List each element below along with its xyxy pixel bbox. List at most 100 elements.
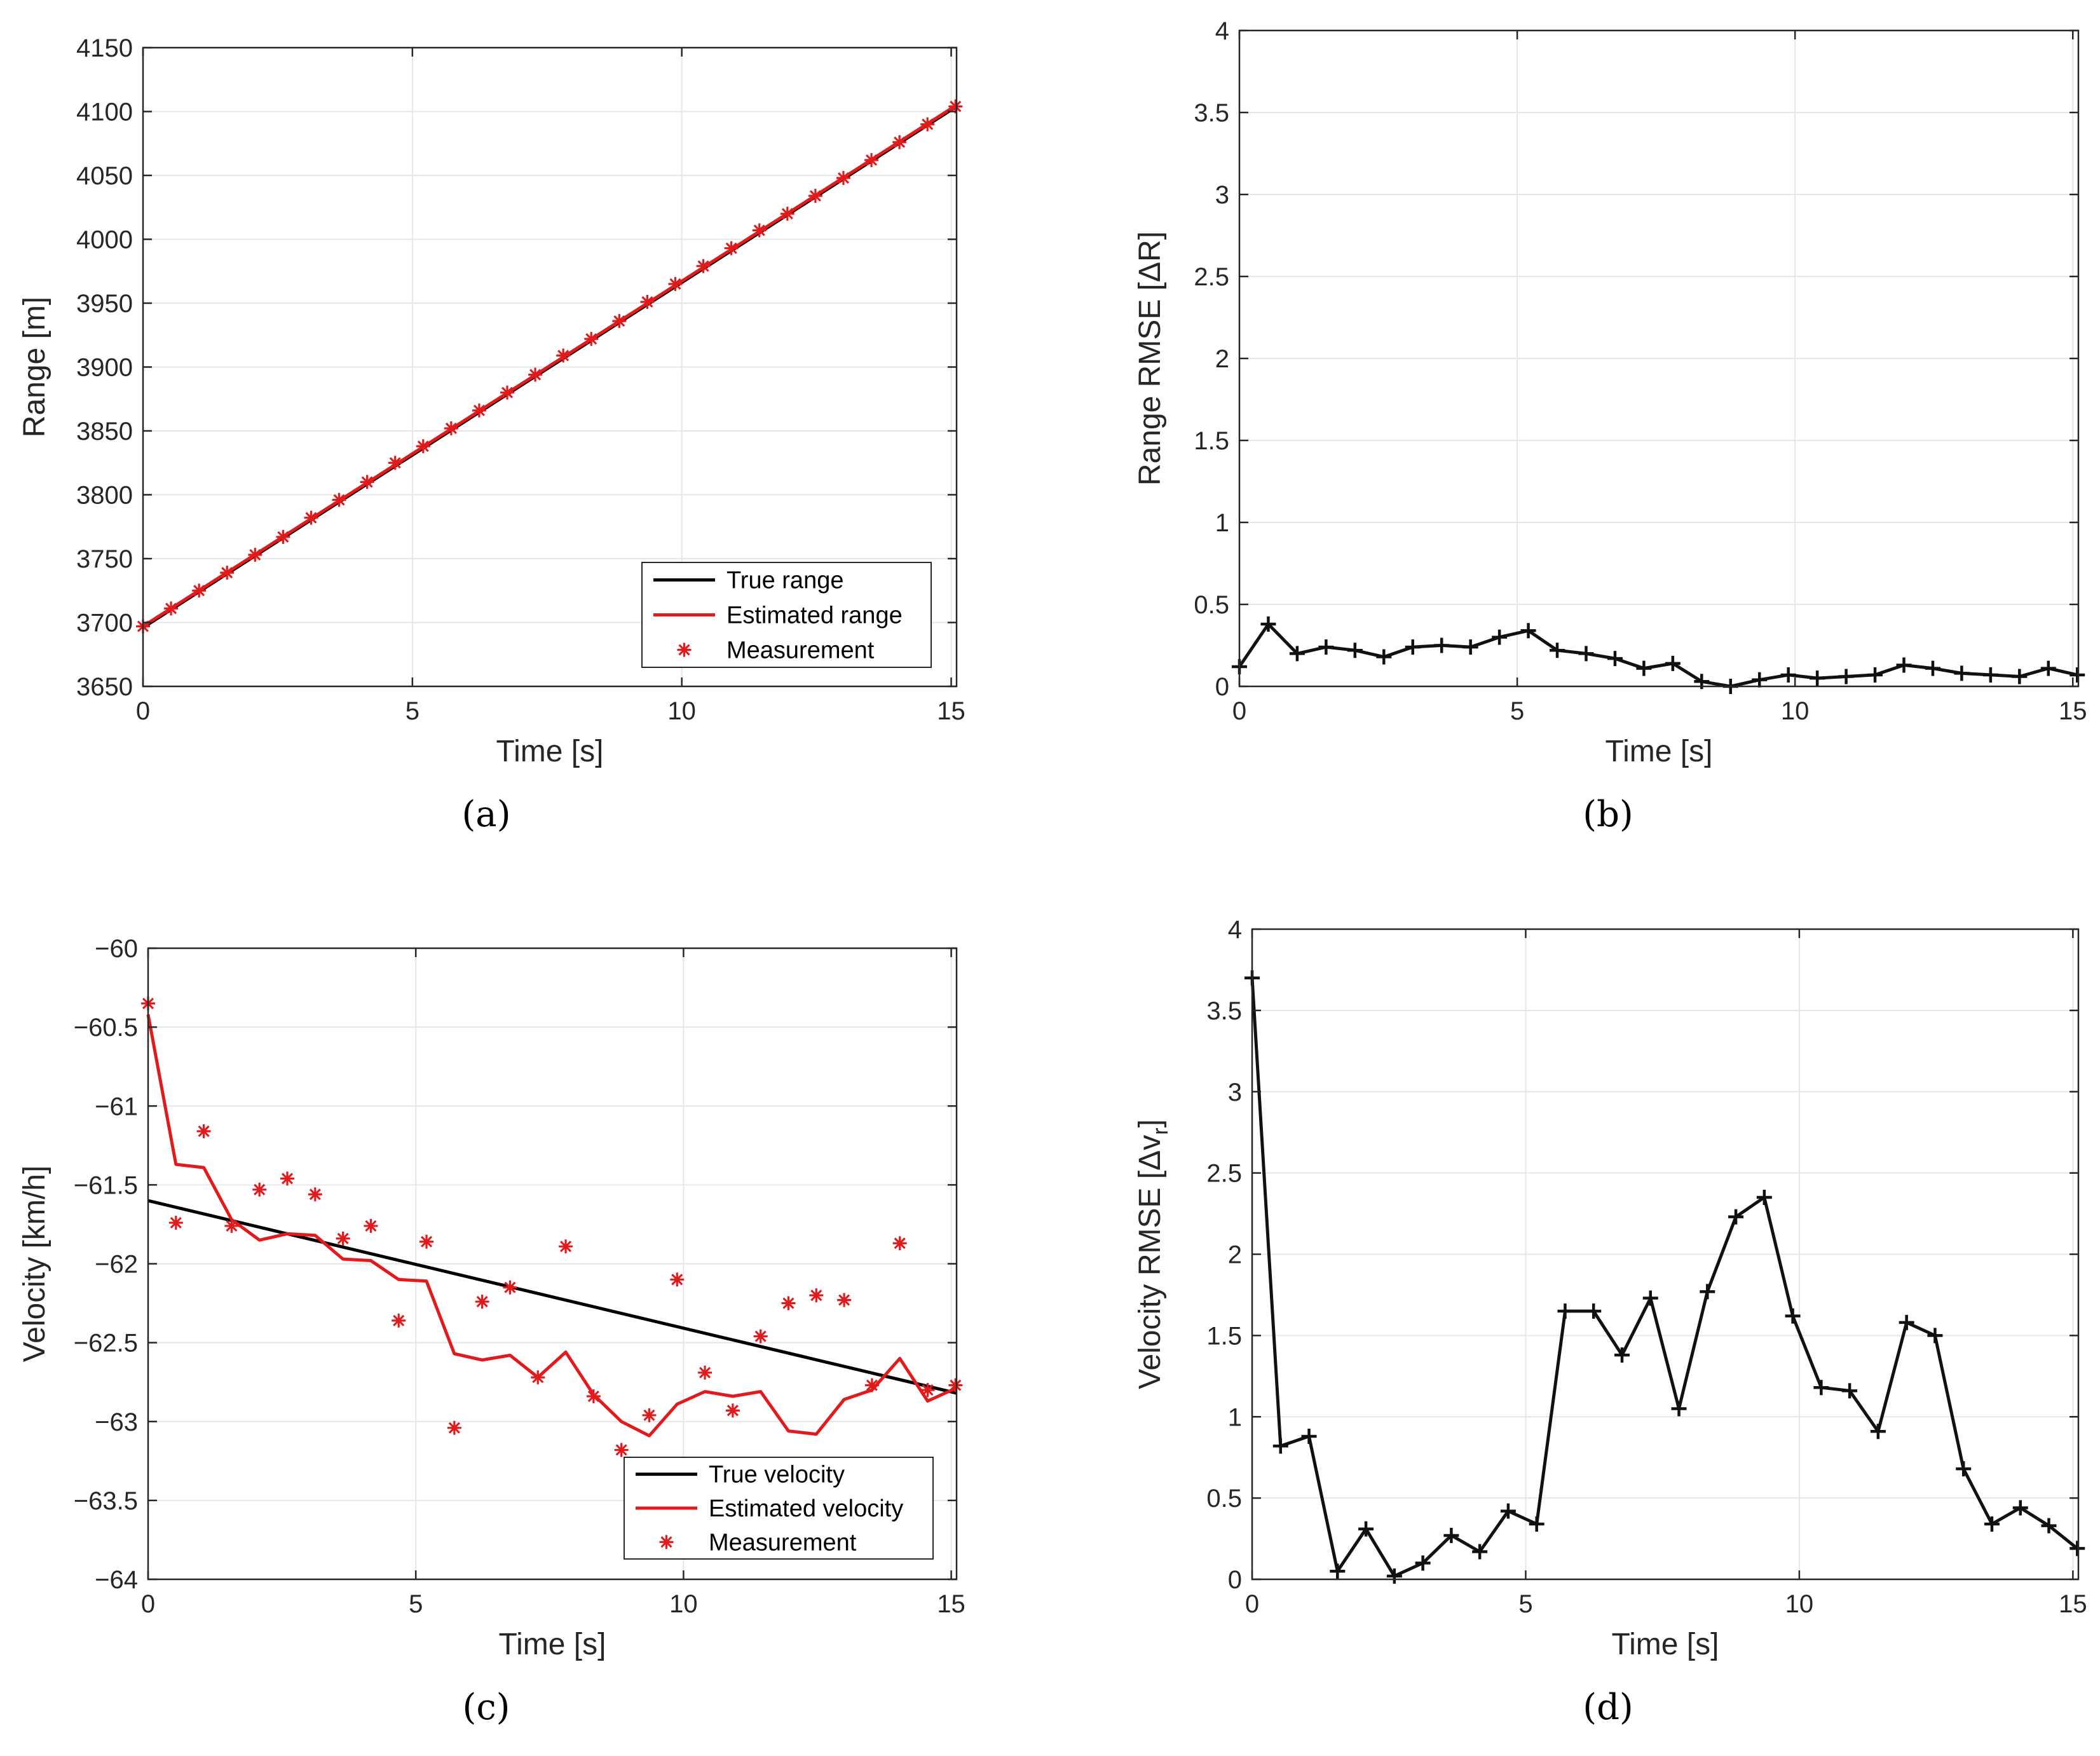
data-point [447,1420,461,1435]
data-point [252,1182,267,1197]
y-axis-label-subscript: r [1149,1127,1173,1134]
asterisk-stroke [529,369,542,381]
data-point [1272,1438,1288,1454]
data-point [1842,1383,1858,1399]
data-point [1927,1328,1943,1344]
y-axis-label: Velocity [km/h] [18,1166,51,1362]
asterisk-stroke [838,1294,850,1306]
x-tick-label: 15 [2059,1590,2087,1618]
chart-panel-d: 0 5 10 15 0 0.5 1 1.5 2 2.5 3 3.5 4 Time [s] Velocity … [1133,916,2087,1728]
asterisk-stroke [309,1188,321,1201]
asterisk-stroke [277,531,289,543]
data-point [1472,1544,1488,1560]
y-axis-label-main: Range [m] [18,297,51,437]
data-point [864,1378,879,1392]
data-point [725,1403,740,1418]
asterisk-stroke [417,440,429,453]
y-tick-label: 2 [1228,1241,1242,1269]
data-point [1925,660,1940,676]
y-tick-label: 3700 [76,609,133,637]
y-tick-label: 3900 [76,354,133,382]
data-point [948,1378,963,1392]
y-tick-label: 4000 [76,226,133,254]
data-point [1896,657,1912,673]
asterisk-stroke [615,1444,627,1456]
asterisk-stroke [221,567,233,579]
asterisk-stroke [782,1297,794,1309]
data-point [1956,1461,1972,1477]
series-line-estimated-velocity [146,1014,957,1438]
legend-entry-label: True range [726,568,843,594]
data-point [808,189,822,203]
legend-entry-label: Estimated range [726,602,903,629]
y-axis-label-close: ] [1133,1119,1167,1127]
asterisk-stroke [165,602,177,615]
chart-panel-c: 0 5 10 15 −64 −63.5 −63 −62.5 −62 −61.5 −61 −60.5 −6… [18,935,965,1728]
data-point [1415,1555,1431,1571]
data-point [1557,1303,1573,1319]
series-line-true-velocity [147,1199,957,1395]
data-point [1301,1428,1317,1444]
data-point [475,1295,489,1309]
y-tick-label: 2.5 [1206,1160,1242,1188]
legend: True range Estimated range Measurement [641,562,932,668]
y-tick-label: 3 [1215,181,1229,209]
y-tick-label: 3800 [76,482,133,510]
data-point [444,421,458,435]
legend: True velocity Estimated velocity Measureme… [624,1457,934,1560]
data-point [2041,1518,2057,1534]
data-point [1462,639,1478,655]
legend-swatch-marker [659,1535,674,1549]
y-tick-label: 4 [1215,17,1229,45]
asterisk-stroke [445,422,457,435]
asterisk-stroke [337,1232,349,1244]
y-tick-label: 3750 [76,545,133,573]
data-point [1838,669,1854,684]
asterisk-stroke [365,1220,377,1232]
data-point [1330,1563,1346,1579]
y-tick-label: −62.5 [74,1330,138,1358]
data-point [1529,1516,1544,1532]
asterisk-stroke [198,1125,210,1138]
data-point [196,1124,211,1138]
data-point [584,332,599,346]
y-axis-label-main: Velocity RMSE [Δv [1133,1135,1167,1389]
asterisk-stroke [725,242,737,254]
data-point [2012,1500,2028,1516]
data-point [332,493,346,507]
x-tick-label: 15 [937,1590,965,1618]
x-tick-label: 5 [1518,1590,1532,1618]
x-tick-label: 10 [1785,1590,1814,1618]
data-point [2069,1541,2085,1556]
series-line-velocity-rmse [1250,977,2078,1578]
data-point [892,135,907,149]
data-point [503,1280,517,1295]
y-tick-label: 3.5 [1206,997,1242,1025]
data-point [781,1296,796,1310]
y-tick-label: −63 [95,1408,138,1436]
asterisk-stroke [753,224,765,236]
data-point [192,583,207,598]
asterisk-stroke [193,585,205,597]
asterisk-stroke [669,278,681,290]
asterisk-stroke [950,1379,962,1391]
asterisk-stroke [389,457,401,469]
data-point [1520,623,1536,639]
data-point [1982,667,1998,683]
asterisk-stroke [281,1173,294,1185]
legend-entry-label: Measurement [709,1529,857,1556]
y-tick-label: 1 [1215,509,1229,537]
series-line-estimated-range [142,104,958,628]
y-tick-label: −61 [95,1092,138,1120]
data-point [1550,643,1565,658]
data-point [500,385,515,400]
asterisk-stroke [894,1237,906,1249]
x-tick-label: 15 [2059,697,2087,725]
x-axis-label: Time [s] [499,1628,606,1661]
asterisk-stroke [678,644,690,656]
asterisk-stroke [699,1366,711,1378]
data-point [1756,1189,1772,1205]
asterisk-stroke [448,1422,460,1434]
data-point [392,1313,406,1328]
data-point [668,276,683,291]
